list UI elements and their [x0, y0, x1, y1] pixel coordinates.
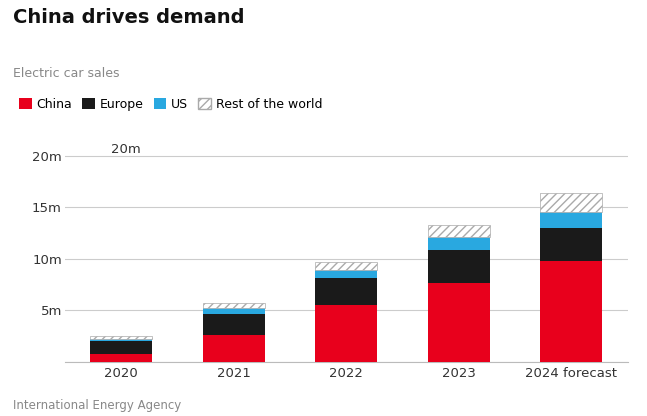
- Bar: [203, 335, 265, 362]
- Bar: [540, 193, 602, 211]
- Bar: [90, 341, 152, 354]
- Legend: China, Europe, US, Rest of the world: China, Europe, US, Rest of the world: [19, 98, 322, 111]
- Text: China drives demand: China drives demand: [13, 8, 245, 27]
- Bar: [428, 282, 490, 362]
- Bar: [540, 228, 602, 261]
- Bar: [540, 211, 602, 228]
- Text: Electric car sales: Electric car sales: [13, 67, 120, 79]
- Bar: [428, 225, 490, 237]
- Bar: [90, 339, 152, 341]
- Text: 20m: 20m: [111, 143, 140, 156]
- Bar: [428, 237, 490, 250]
- Text: International Energy Agency: International Energy Agency: [13, 399, 181, 412]
- Bar: [428, 250, 490, 282]
- Bar: [315, 270, 377, 278]
- Bar: [315, 262, 377, 270]
- Bar: [90, 354, 152, 362]
- Bar: [203, 308, 265, 314]
- Bar: [315, 278, 377, 305]
- Bar: [540, 261, 602, 362]
- Bar: [90, 336, 152, 339]
- Bar: [203, 303, 265, 308]
- Bar: [315, 305, 377, 362]
- Bar: [203, 314, 265, 335]
